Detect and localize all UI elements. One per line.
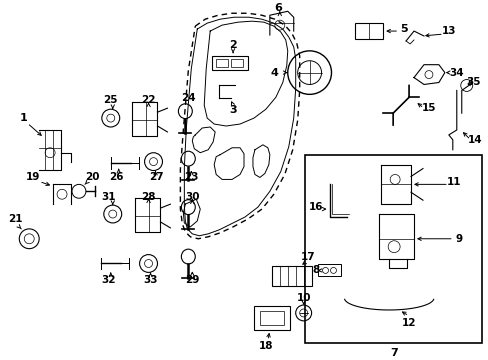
Text: 12: 12	[401, 318, 415, 328]
Text: 30: 30	[184, 192, 199, 202]
Text: 19: 19	[26, 172, 41, 183]
Text: 9: 9	[454, 234, 461, 244]
Text: 8: 8	[311, 265, 319, 275]
Text: 21: 21	[8, 214, 22, 224]
Bar	[355, 23, 383, 39]
Bar	[260, 311, 283, 325]
Text: 2: 2	[229, 40, 237, 50]
Text: 14: 14	[467, 135, 481, 145]
Text: 27: 27	[149, 172, 163, 183]
Text: 3: 3	[229, 105, 236, 115]
Bar	[253, 306, 289, 330]
Text: 15: 15	[421, 103, 435, 113]
Bar	[304, 155, 481, 343]
Text: 11: 11	[446, 177, 460, 188]
Text: 26: 26	[109, 172, 124, 183]
Text: 35: 35	[466, 77, 480, 87]
Bar	[271, 266, 311, 286]
Text: 4: 4	[270, 68, 278, 78]
Bar	[216, 59, 227, 67]
Text: 33: 33	[143, 275, 158, 285]
Text: 18: 18	[258, 341, 273, 351]
Text: 13: 13	[441, 26, 455, 36]
Text: 28: 28	[141, 192, 156, 202]
Text: 24: 24	[181, 93, 195, 103]
Text: 6: 6	[273, 3, 281, 13]
Bar	[317, 265, 341, 276]
Text: 32: 32	[102, 275, 116, 285]
Bar	[231, 59, 243, 67]
Text: 25: 25	[103, 95, 118, 105]
Text: 16: 16	[308, 202, 322, 212]
Text: 1: 1	[20, 113, 27, 123]
Text: 7: 7	[389, 347, 397, 357]
Text: 31: 31	[102, 192, 116, 202]
Text: 20: 20	[85, 172, 100, 183]
Text: 5: 5	[400, 24, 407, 34]
Text: 10: 10	[296, 293, 310, 303]
Text: 23: 23	[183, 172, 198, 183]
Bar	[212, 56, 247, 69]
Text: 22: 22	[141, 95, 156, 105]
Text: 34: 34	[448, 68, 463, 78]
Text: 29: 29	[185, 275, 199, 285]
Text: 17: 17	[300, 252, 314, 262]
